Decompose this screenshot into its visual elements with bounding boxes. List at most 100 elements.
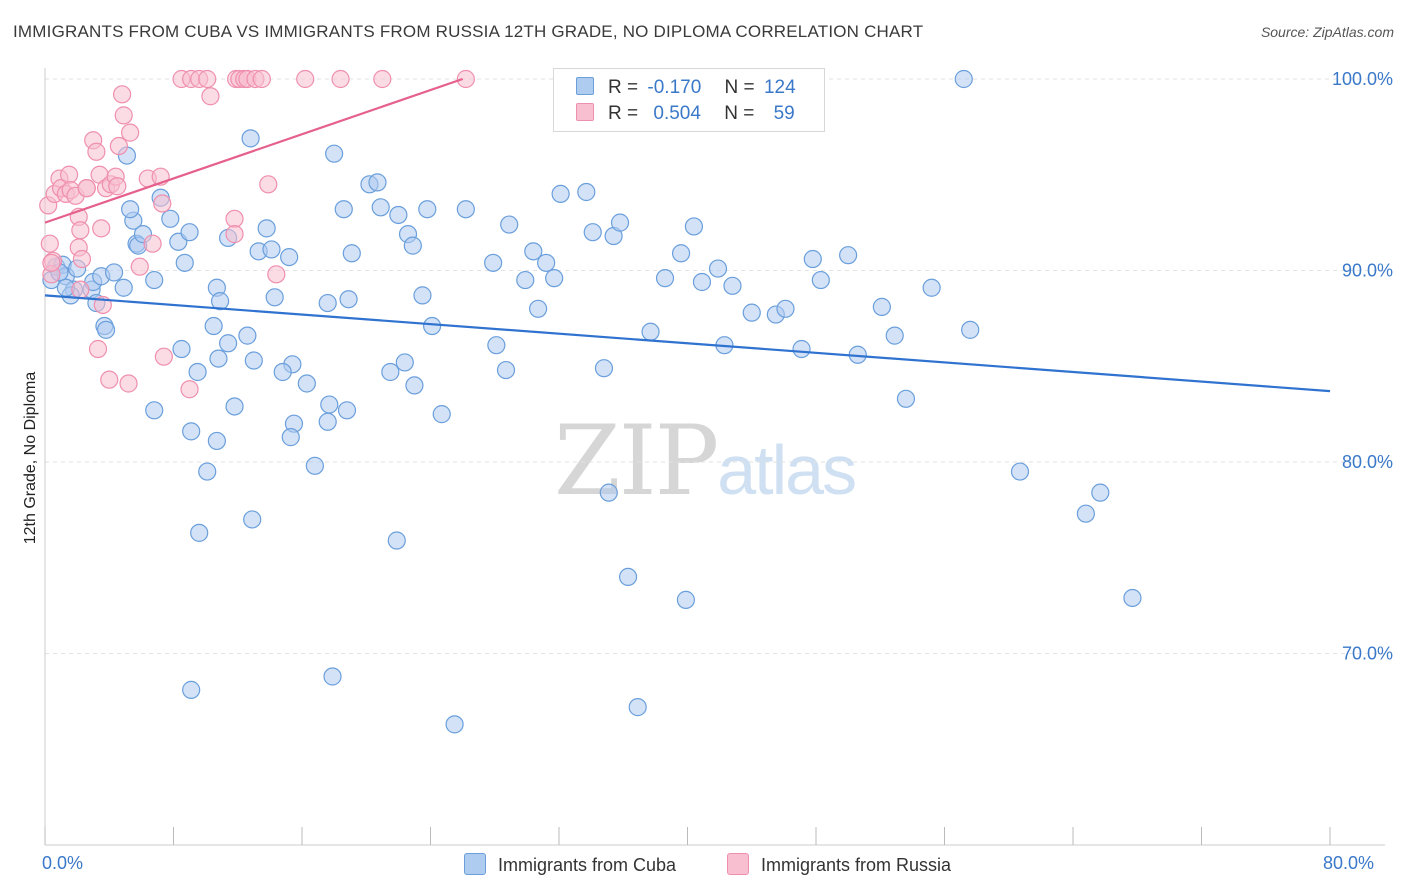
cuba-point <box>742 303 761 322</box>
russia-point <box>331 69 350 89</box>
cuba-point <box>432 405 451 424</box>
cuba-point <box>96 320 116 339</box>
cuba-point <box>1010 462 1030 481</box>
legend-row-russia: R = 0.504 N = 59 <box>576 103 795 127</box>
cuba-point <box>641 322 660 341</box>
cuba-point <box>334 200 353 219</box>
cuba-points <box>42 69 1142 734</box>
cuba-r-label: R = <box>608 77 639 98</box>
cuba-point <box>172 339 191 359</box>
cuba-r-value: -0.170 <box>647 77 702 98</box>
legend-item-russia: Immigrants from Russia <box>727 853 951 876</box>
cuba-point <box>265 288 284 307</box>
cuba-point <box>655 269 675 288</box>
cuba-point <box>671 244 691 263</box>
cuba-point <box>577 182 596 202</box>
cuba-point <box>599 483 618 502</box>
cuba-point <box>723 276 742 295</box>
cuba-point <box>325 144 344 163</box>
stats-legend: R = -0.170 N = 124 R = 0.504 N = 59 <box>553 68 825 132</box>
cuba-point <box>684 217 704 236</box>
source-label: Source: ZipAtlas.com <box>1260 24 1394 40</box>
russia-r-label: R = <box>608 103 639 124</box>
russia-legend-label: Immigrants from Russia <box>761 855 952 875</box>
cuba-point <box>692 272 712 292</box>
russia-swatch <box>576 103 594 121</box>
cuba-point <box>811 270 830 290</box>
cuba-point <box>954 69 973 89</box>
russia-point <box>296 69 315 89</box>
russia-point <box>114 106 133 125</box>
cuba-point <box>896 389 916 408</box>
russia-point <box>225 225 244 244</box>
russia-point <box>153 194 172 213</box>
cuba-point <box>318 412 337 431</box>
y-tick-label: 90.0% <box>1342 261 1393 281</box>
russia-point <box>252 69 271 89</box>
cuba-point <box>210 292 230 311</box>
cuba-point <box>516 270 535 290</box>
cuba-point <box>121 200 140 219</box>
cuba-point <box>145 401 164 420</box>
russia-point <box>267 265 286 284</box>
cuba-point <box>182 680 201 699</box>
cuba-point <box>104 263 124 282</box>
chart-title: IMMIGRANTS FROM CUBA VS IMMIGRANTS FROM … <box>13 22 924 41</box>
legend-row-cuba: R = -0.170 N = 124 <box>576 77 796 101</box>
y-tick-label: 100.0% <box>1332 69 1393 89</box>
y-axis-title: 12th Grade, No Diploma <box>22 371 39 545</box>
watermark-atlas: atlas <box>717 431 857 509</box>
cuba-legend-label: Immigrants from Cuba <box>498 855 677 875</box>
russia-point <box>154 347 173 366</box>
cuba-swatch <box>576 77 594 95</box>
cuba-point <box>803 249 822 269</box>
cuba-point <box>405 376 424 395</box>
russia-point <box>108 177 127 196</box>
cuba-point <box>487 336 506 355</box>
cuba-n-label: N = <box>724 77 755 98</box>
cuba-point <box>387 531 406 550</box>
russia-point <box>88 339 108 359</box>
russia-point <box>40 234 59 253</box>
cuba-point <box>241 129 260 148</box>
russia-point <box>59 165 79 184</box>
cuba-point <box>395 353 414 372</box>
cuba-point <box>418 200 437 219</box>
cuba-point <box>337 401 357 420</box>
x-min-label: 0.0% <box>42 853 84 873</box>
x-max-label: 80.0% <box>1323 853 1375 873</box>
cuba-point <box>182 422 201 441</box>
cuba-point <box>323 667 342 686</box>
cuba-point <box>198 462 217 481</box>
cuba-point <box>1091 483 1110 502</box>
cuba-point <box>188 362 207 382</box>
russia-n-label: N = <box>724 103 755 124</box>
cuba-point <box>381 362 400 382</box>
cuba-point <box>885 326 904 345</box>
cuba-point <box>243 510 262 529</box>
russia-trend-line <box>44 77 463 224</box>
russia-point <box>119 374 138 393</box>
russia-point <box>100 370 119 389</box>
cuba-point <box>257 219 276 238</box>
russia-legend-swatch <box>727 853 749 875</box>
y-tick-label: 80.0% <box>1342 452 1393 472</box>
cuba-point <box>776 299 795 318</box>
russia-point <box>143 234 162 253</box>
cuba-point <box>961 320 980 339</box>
cuba-point <box>204 316 223 336</box>
cuba-point <box>872 297 891 316</box>
gridlines <box>45 78 1385 654</box>
axes <box>44 68 1385 846</box>
cuba-point <box>342 244 361 263</box>
cuba-point <box>708 259 728 278</box>
cuba-point <box>792 339 811 359</box>
cuba-point <box>320 395 339 414</box>
cuba-point <box>676 590 695 609</box>
cuba-point <box>161 209 180 228</box>
cuba-point <box>551 184 570 203</box>
cuba-point <box>209 349 228 368</box>
cuba-point <box>318 293 337 313</box>
cuba-point <box>537 253 556 272</box>
cuba-point <box>225 397 244 416</box>
